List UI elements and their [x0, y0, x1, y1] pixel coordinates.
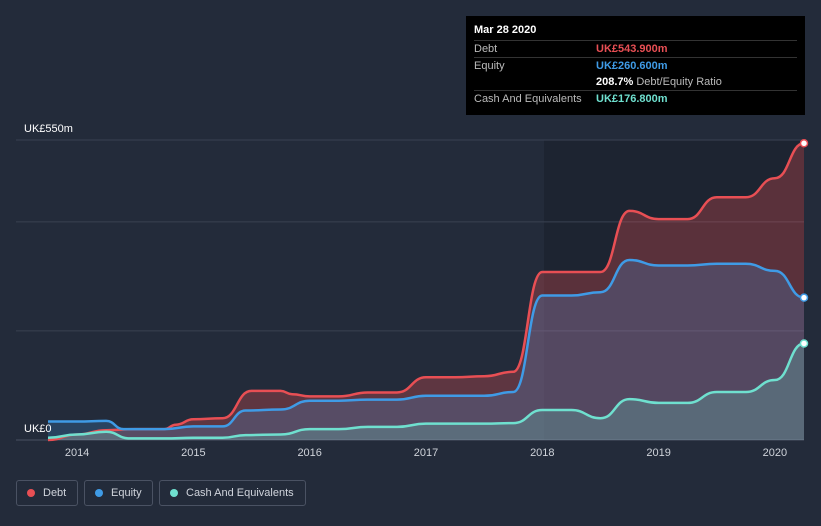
y-axis-max-label: UK£550m: [24, 123, 73, 135]
series-lines: [47, 142, 805, 442]
x-tick-label: 2018: [530, 447, 554, 459]
y-axis-min-label: UK£0: [24, 423, 52, 435]
tooltip-date: Mar 28 2020: [474, 24, 537, 36]
x-axis: 2014 2015 2016 2017 2018 2019 2020: [65, 447, 787, 459]
tooltip-equity-value: UK£260.600m: [596, 60, 668, 72]
legend-label-debt: Debt: [43, 487, 67, 499]
tooltip-debt-label: Debt: [474, 43, 498, 55]
marker-debt: [799, 139, 809, 148]
x-tick-label: 2015: [181, 447, 205, 459]
tooltip-cash-value: UK£176.800m: [596, 93, 668, 105]
tooltip-cash-label: Cash And Equivalents: [474, 93, 582, 105]
x-tick-label: 2020: [763, 447, 787, 459]
data-tooltip: Mar 28 2020 Debt UK£543.900m Equity UK£2…: [466, 16, 805, 115]
line-debt: [47, 142, 805, 442]
tooltip-ratio-value: 208.7%: [596, 76, 634, 88]
line-cash-and-equivalents: [47, 342, 805, 440]
x-tick-label: 2017: [414, 447, 438, 459]
series-end-markers: [799, 139, 809, 348]
chart-legend: Debt Equity Cash And Equivalents: [16, 480, 306, 506]
legend-item-equity[interactable]: Equity: [84, 480, 153, 506]
legend-label-cash: Cash And Equivalents: [186, 487, 294, 499]
plot-background-highlight: [544, 140, 804, 440]
tooltip-equity-label: Equity: [474, 60, 505, 72]
gridlines: [16, 139, 804, 441]
legend-label-equity: Equity: [111, 487, 142, 499]
tooltip-debt-value: UK£543.900m: [596, 43, 668, 55]
series-areas: [48, 143, 804, 441]
area-equity: [48, 260, 804, 440]
x-tick-label: 2016: [297, 447, 321, 459]
x-tick-label: 2014: [65, 447, 89, 459]
legend-dot-equity: [95, 489, 103, 497]
x-tick-label: 2019: [646, 447, 670, 459]
legend-item-debt[interactable]: Debt: [16, 480, 78, 506]
area-cash-and-equivalents: [48, 343, 804, 440]
tooltip-ratio-label: Debt/Equity Ratio: [636, 76, 722, 88]
line-equity: [48, 258, 805, 431]
legend-dot-debt: [27, 489, 35, 497]
area-debt: [48, 143, 804, 441]
marker-cash-and-equivalents: [799, 339, 809, 348]
legend-dot-cash: [170, 489, 178, 497]
legend-item-cash[interactable]: Cash And Equivalents: [159, 480, 306, 506]
marker-equity: [799, 293, 809, 302]
